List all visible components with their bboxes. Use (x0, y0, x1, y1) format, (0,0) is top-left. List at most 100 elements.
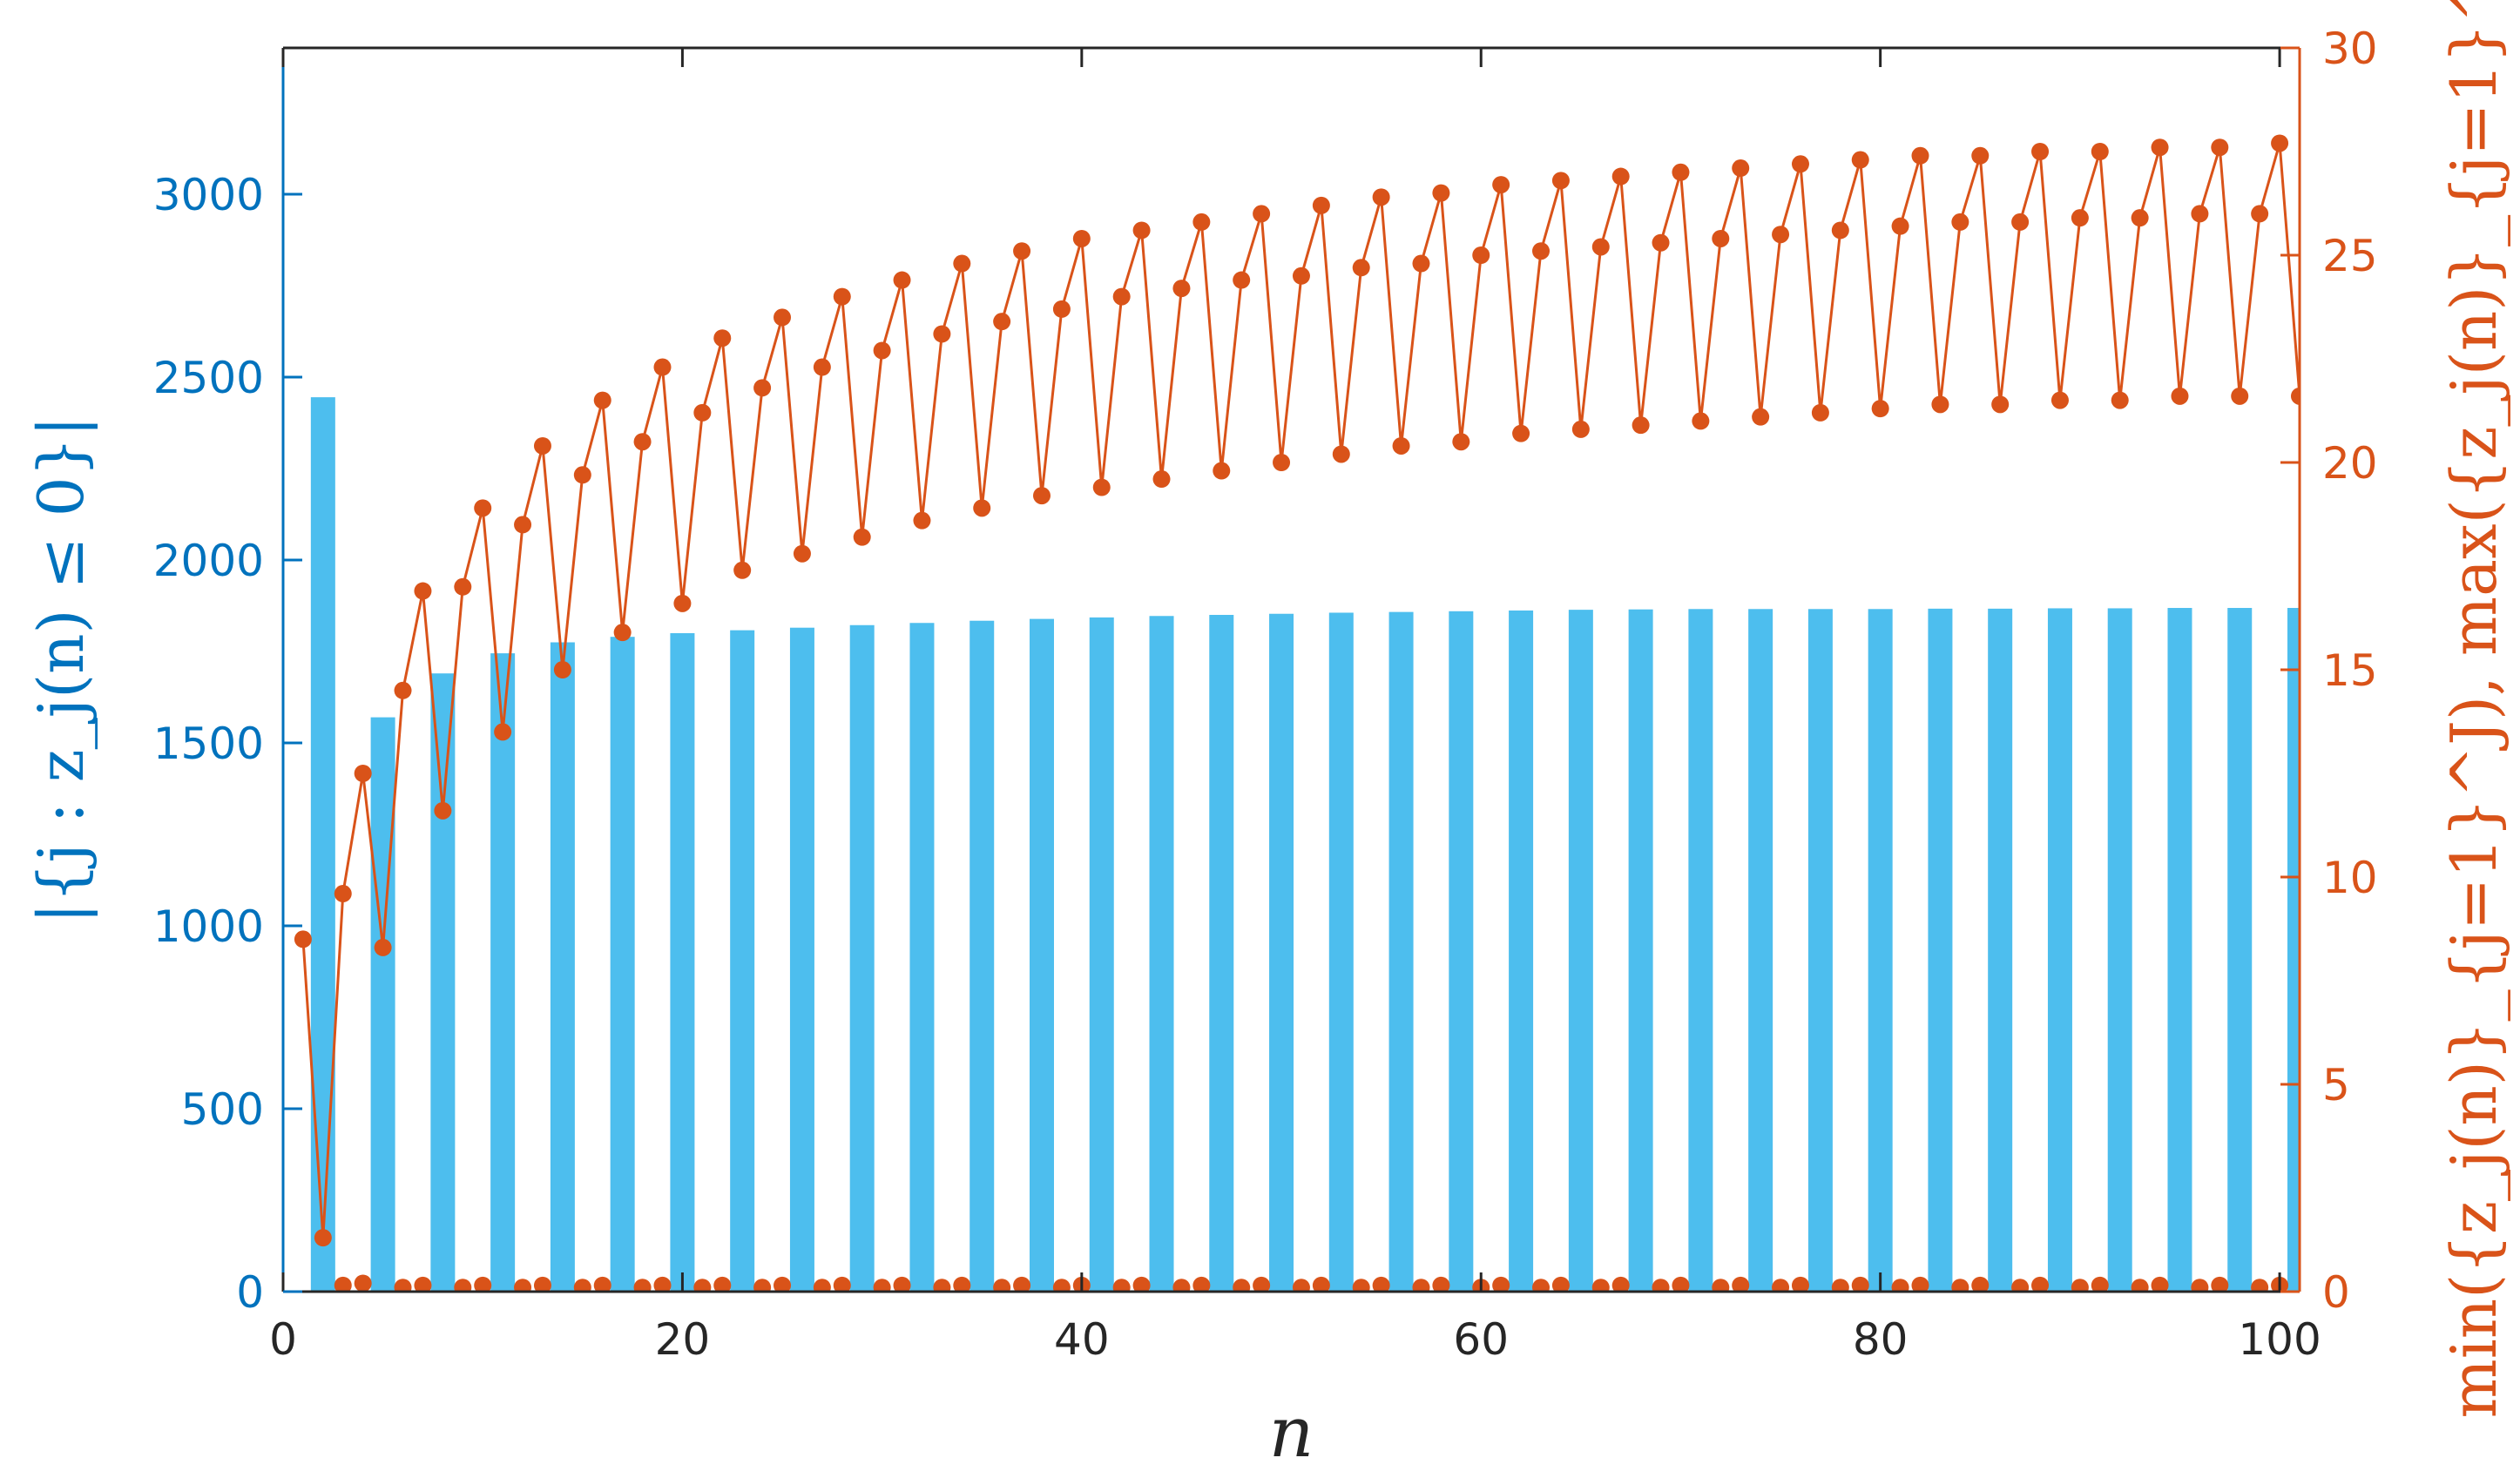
line-point (1532, 242, 1551, 260)
baseline-point (1372, 1276, 1390, 1292)
line-point (334, 885, 352, 903)
line-point (1332, 445, 1350, 463)
line-point (2091, 143, 2109, 160)
baseline-point (1772, 1279, 1790, 1292)
line-point (2191, 205, 2209, 223)
bar (2107, 608, 2132, 1292)
line-point (833, 287, 851, 306)
line-point (733, 561, 752, 579)
bar (909, 623, 935, 1292)
line-point (1632, 416, 1650, 435)
baseline-point (1591, 1279, 1610, 1292)
baseline-point (933, 1279, 951, 1292)
left-y-tick-label: 1000 (153, 901, 264, 952)
line-point (1253, 205, 1271, 223)
x-tick-label: 0 (269, 1314, 297, 1365)
line-point (1192, 213, 1211, 231)
left-y-axis-label: |{j : z_j(n) ≤ 0}| (24, 415, 98, 923)
x-tick-label: 20 (655, 1314, 711, 1365)
line-point (514, 516, 532, 534)
line-point (2011, 213, 2030, 231)
line-point (1971, 146, 1990, 165)
left-y-tick-label: 1500 (153, 719, 264, 769)
line-point (1132, 221, 1151, 240)
bar (1628, 609, 1653, 1292)
line-point (753, 379, 772, 397)
baseline-point (833, 1276, 851, 1292)
line-point (1352, 259, 1370, 277)
baseline-point (1951, 1279, 1969, 1292)
x-tick-label: 40 (1054, 1314, 1110, 1365)
bar (849, 624, 875, 1292)
baseline-point (1672, 1276, 1690, 1292)
line-point (913, 511, 931, 530)
line-point (613, 624, 632, 642)
line-point (1013, 242, 1031, 260)
left-y-tick-label: 500 (181, 1084, 264, 1135)
baseline-point (1253, 1276, 1271, 1292)
baseline-point (2011, 1279, 2030, 1292)
line-point (1811, 403, 1829, 422)
line-point (953, 254, 971, 273)
bar (490, 653, 516, 1292)
line-point (713, 329, 732, 348)
baseline-point (1312, 1276, 1330, 1292)
line-point (993, 313, 1011, 331)
bar (1089, 617, 1114, 1292)
line-point (1652, 233, 1670, 252)
line-point (1611, 167, 1630, 186)
baseline-point (993, 1279, 1011, 1292)
baseline-point (1971, 1276, 1990, 1292)
baseline-point (774, 1276, 792, 1292)
bar (1149, 616, 1174, 1292)
line-point (1112, 287, 1131, 306)
bar (1449, 611, 1474, 1292)
left-y-tick-label: 0 (236, 1267, 264, 1318)
line-point (1032, 487, 1051, 505)
line-point (294, 930, 312, 948)
right-y-tick-label: 10 (2322, 853, 2378, 903)
line-point (2211, 138, 2229, 157)
baseline-point (1532, 1279, 1551, 1292)
bar (670, 633, 695, 1292)
baseline-point (334, 1276, 352, 1292)
line-point (2131, 209, 2149, 227)
bar (1328, 612, 1354, 1292)
line-point (394, 681, 412, 699)
baseline-point (713, 1276, 732, 1292)
line-point (973, 499, 991, 517)
baseline-point (2031, 1276, 2050, 1292)
baseline-point (2211, 1276, 2229, 1292)
baseline-point (2131, 1279, 2149, 1292)
line-point (2050, 391, 2069, 409)
x-axis-label: n (1269, 1392, 1314, 1473)
line-point (693, 403, 712, 422)
baseline-point (1551, 1276, 1570, 1292)
baseline-point (533, 1276, 551, 1292)
bar (2287, 608, 2300, 1292)
line-point (474, 499, 492, 517)
bar (1988, 608, 2013, 1292)
line-point (1712, 229, 1730, 247)
baseline-point (454, 1279, 472, 1292)
line-point (1392, 436, 1410, 455)
baseline-point (1851, 1276, 1869, 1292)
baseline-point (573, 1279, 591, 1292)
baseline-point (1112, 1279, 1131, 1292)
line-point (2251, 205, 2269, 223)
line-point (1292, 267, 1310, 285)
bar (2047, 608, 2072, 1292)
line-point (2171, 387, 2189, 405)
line-point (1172, 280, 1191, 298)
baseline-point (2091, 1276, 2109, 1292)
line-point (1911, 146, 1929, 165)
line-point (454, 577, 472, 596)
baseline-point (953, 1276, 971, 1292)
ticks: 0 20 40 60 80 1000500100015002000250030000510… (153, 24, 2378, 1365)
baseline-point (1292, 1279, 1310, 1292)
line-point (774, 308, 792, 327)
bar (610, 637, 635, 1292)
right-y-tick-label: 5 (2322, 1060, 2350, 1110)
line-point (873, 341, 891, 360)
baseline-point (1652, 1279, 1670, 1292)
